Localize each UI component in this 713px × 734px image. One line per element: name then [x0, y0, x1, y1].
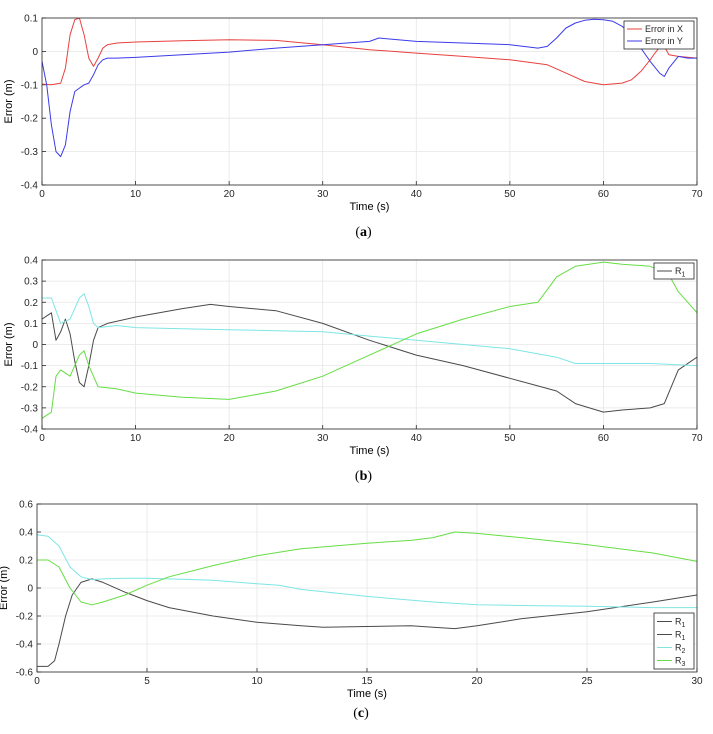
chart-a: 0 10 20 30 40 50 60 70 0.1 0 -0.1 -0.2 -0.3 -0.4 Time … [3, 14, 703, 241]
x-tick-label: 20 [471, 676, 483, 687]
y-tick-label: 0.3 [24, 277, 38, 288]
y-tick-label: 0.2 [24, 298, 38, 309]
legend: R1 [653, 262, 695, 280]
series-line-r1 [37, 578, 697, 667]
series-line-r3 [37, 531, 697, 606]
axes-box [41, 259, 698, 430]
y-tick-label: -0.2 [21, 382, 39, 393]
legend-label: R1 [675, 266, 686, 279]
series-line-r1 [42, 303, 697, 413]
x-tick-label: 30 [317, 189, 329, 200]
legend-box [653, 612, 695, 670]
legend-label: Error in X [645, 24, 683, 34]
y-tick-label: 0 [32, 47, 38, 58]
y-tick-label: -0.1 [21, 361, 39, 372]
x-tick-label: 70 [691, 189, 703, 200]
x-axis-label: Time (s) [350, 445, 390, 457]
x-tick-label: 0 [34, 676, 40, 687]
x-tick-label: 50 [504, 189, 516, 200]
axes-box [41, 17, 698, 186]
x-tick-label: 0 [39, 433, 45, 444]
legend-label: R1 [675, 617, 686, 630]
axes-box [36, 503, 698, 673]
series-line-r2 [42, 293, 697, 367]
y-tick-label: 0.4 [19, 528, 33, 539]
x-tick-label: 10 [130, 189, 142, 200]
y-tick-label: -0.4 [16, 640, 34, 651]
x-tick-label: 60 [598, 189, 610, 200]
x-tick-label: 25 [581, 676, 593, 687]
x-axis-label: Time (s) [347, 688, 387, 700]
y-tick-label: -0.1 [21, 80, 39, 91]
series-line-r3 [42, 261, 697, 419]
legend-label: R2 [675, 643, 686, 656]
x-tick-label: 40 [411, 189, 423, 200]
x-tick-label: 10 [251, 676, 263, 687]
y-axis-label: Error (m) [0, 566, 10, 610]
y-tick-label: 0.1 [24, 14, 38, 25]
chart-b: 0 10 20 30 40 50 60 70 0.4 0.3 0.2 0.1 0 -0.1 -0.2 -0.3… [3, 256, 703, 485]
legend-box [623, 20, 695, 50]
y-tick-label: -0.3 [21, 147, 39, 158]
x-tick-label: 60 [598, 433, 610, 444]
chart-c: 0 5 10 15 20 25 30 0.6 0.4 0.2 0 -0.2 -0.4 -0.6 Time (… [0, 500, 703, 722]
legend-label: R3 [675, 656, 686, 669]
x-tick-label: 10 [130, 433, 142, 444]
y-tick-label: -0.4 [21, 181, 39, 192]
x-tick-label: 40 [411, 433, 423, 444]
legend-label: R1 [675, 630, 686, 643]
y-tick-label: 0.2 [19, 556, 33, 567]
legend-label: Error in Y [645, 36, 683, 46]
x-tick-label: 50 [504, 433, 516, 444]
y-tick-label: 0 [32, 340, 38, 351]
y-tick-label: -0.2 [16, 612, 34, 623]
y-tick-label: 0.4 [24, 256, 38, 267]
x-tick-label: 30 [317, 433, 329, 444]
y-tick-label: 0.1 [24, 319, 38, 330]
y-tick-label: -0.2 [21, 114, 39, 125]
x-tick-label: 20 [224, 433, 236, 444]
legend-box [653, 262, 695, 280]
y-tick-label: 0.6 [19, 500, 33, 511]
x-tick-label: 0 [39, 189, 45, 200]
panel-caption: (a) [355, 225, 372, 240]
x-tick-label: 30 [691, 676, 703, 687]
x-tick-label: 5 [144, 676, 150, 687]
series-line-r2 [37, 534, 697, 609]
y-tick-label: -0.6 [16, 668, 34, 679]
x-tick-label: 70 [691, 433, 703, 444]
x-tick-label: 20 [224, 189, 236, 200]
y-tick-label: -0.3 [21, 403, 39, 414]
x-tick-label: 15 [361, 676, 373, 687]
panel-caption: (b) [355, 469, 372, 484]
y-tick-label: -0.4 [21, 425, 39, 436]
panel-caption: (c) [353, 706, 369, 721]
plot-area [42, 18, 697, 185]
legend: Error in X Error in Y [623, 20, 695, 50]
y-axis-label: Error (m) [3, 80, 15, 124]
y-tick-label: 0 [27, 584, 33, 595]
y-axis-label: Error (m) [3, 323, 15, 367]
x-axis-label: Time (s) [350, 201, 390, 213]
